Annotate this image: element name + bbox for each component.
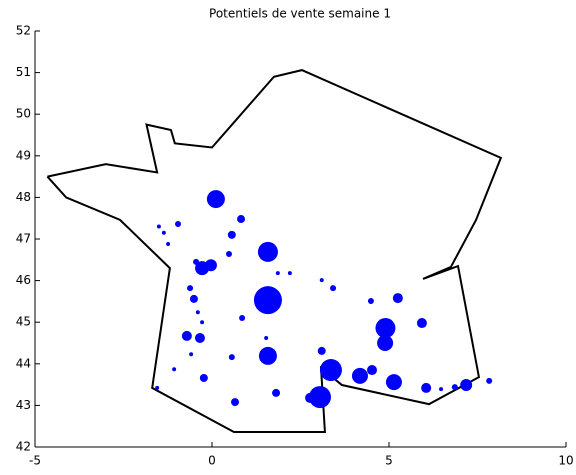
point: [416, 318, 427, 329]
point: [237, 215, 246, 224]
point: [385, 374, 402, 391]
point: [308, 386, 331, 409]
point: [239, 315, 246, 322]
point: [189, 352, 194, 357]
outline: [46, 69, 503, 434]
y-tick-label: 44: [16, 356, 31, 370]
x-tick-label: 0: [208, 454, 216, 468]
point: [264, 336, 269, 341]
point: [195, 310, 200, 315]
point: [206, 190, 225, 209]
point: [227, 230, 236, 239]
point: [375, 318, 396, 339]
x-tick-label: -5: [29, 454, 41, 468]
y-tick-label: 42: [16, 440, 31, 454]
point: [161, 230, 166, 235]
point: [199, 373, 208, 382]
point: [319, 278, 324, 283]
point: [486, 377, 493, 384]
point: [204, 259, 217, 272]
point: [377, 335, 394, 351]
chart-title: Potentiels de vente semaine 1: [209, 7, 391, 21]
point: [175, 221, 182, 228]
point: [189, 294, 198, 303]
y-tick-label: 51: [16, 65, 31, 79]
point: [187, 285, 194, 292]
y-tick-label: 43: [16, 398, 31, 412]
point: [155, 385, 160, 390]
point: [275, 271, 280, 276]
point: [317, 346, 326, 355]
y-tick-label: 50: [16, 107, 31, 121]
point: [172, 367, 177, 372]
point: [181, 330, 192, 341]
point: [392, 293, 403, 304]
point: [330, 285, 337, 292]
point: [439, 387, 444, 392]
point: [319, 359, 342, 382]
y-tick-label: 52: [16, 24, 31, 38]
x-tick-label: 10: [558, 454, 573, 468]
point: [421, 382, 432, 393]
y-tick-label: 47: [16, 232, 31, 246]
point: [287, 271, 292, 276]
point: [253, 286, 282, 315]
y-tick-label: 48: [16, 190, 31, 204]
y-tick-label: 46: [16, 273, 31, 287]
x-tick-label: 5: [385, 454, 393, 468]
point: [200, 320, 205, 325]
point: [258, 346, 277, 365]
point: [194, 333, 205, 344]
point: [231, 398, 240, 407]
y-tick-label: 49: [16, 148, 31, 162]
point: [272, 388, 281, 397]
point: [351, 367, 368, 384]
point: [367, 365, 378, 376]
y-tick-label: 45: [16, 315, 31, 329]
point: [228, 354, 235, 361]
point: [225, 250, 232, 257]
point: [156, 224, 161, 229]
point: [451, 384, 458, 391]
point: [257, 241, 278, 262]
point: [166, 241, 171, 246]
point: [367, 297, 374, 304]
point: [460, 379, 473, 392]
